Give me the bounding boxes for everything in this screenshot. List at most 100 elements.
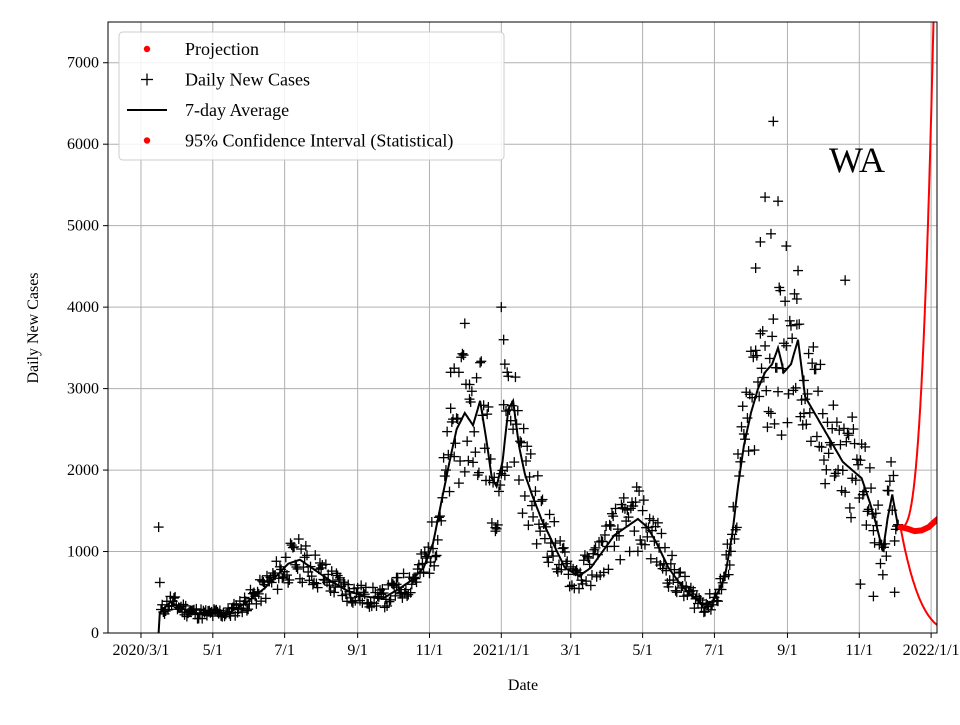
daily-case-marker (751, 263, 761, 273)
daily-case-marker (494, 486, 504, 496)
daily-case-marker (468, 457, 478, 467)
daily-case-marker (737, 422, 747, 432)
daily-case-marker (615, 555, 625, 565)
y-tick-label: 6000 (67, 136, 99, 153)
daily-case-marker (608, 511, 618, 521)
daily-case-marker (820, 479, 830, 489)
daily-case-marker (751, 345, 761, 355)
daily-case-marker (460, 467, 470, 477)
daily-case-marker (261, 593, 271, 603)
daily-case-marker (766, 408, 776, 418)
daily-case-marker (465, 394, 475, 404)
daily-case-marker (287, 540, 297, 550)
daily-case-marker (792, 294, 802, 304)
daily-case-marker (781, 241, 791, 251)
daily-case-marker (744, 446, 754, 456)
legend-dot-marker (144, 46, 150, 52)
projection-dot (943, 509, 949, 515)
x-tick-label: 9/1 (347, 642, 367, 659)
legend-label: Daily New Cases (185, 70, 310, 90)
legend-label: 95% Confidence Interval (Statistical) (185, 131, 453, 152)
daily-case-marker (828, 400, 838, 410)
daily-case-marker (629, 526, 639, 536)
daily-case-marker (543, 557, 553, 567)
daily-case-marker (790, 289, 800, 299)
projection-dot (946, 507, 952, 513)
daily-case-marker (764, 407, 774, 417)
daily-case-marker (251, 599, 261, 609)
x-tick-label: 11/1 (845, 642, 873, 659)
daily-case-marker (639, 495, 649, 505)
x-tick-label: 7/1 (704, 642, 724, 659)
daily-case-marker (154, 522, 164, 532)
projection-dot (955, 499, 960, 505)
daily-case-marker (542, 552, 552, 562)
daily-case-marker (782, 418, 792, 428)
daily-case-marker (812, 432, 822, 442)
daily-case-marker (813, 386, 823, 396)
daily-case-marker (808, 342, 818, 352)
daily-case-marker (609, 541, 619, 551)
projection-dot (952, 502, 958, 508)
daily-case-marker (881, 551, 891, 561)
daily-case-marker (518, 508, 528, 518)
projection-dot (945, 508, 951, 514)
daily-case-marker (827, 424, 837, 434)
daily-case-marker (772, 363, 782, 373)
daily-case-marker (462, 436, 472, 446)
projection-dot (948, 505, 954, 511)
y-tick-label: 4000 (67, 299, 99, 316)
daily-case-marker (848, 424, 858, 434)
daily-case-marker (746, 346, 756, 356)
x-tick-label: 2022/1/1 (903, 642, 960, 659)
y-tick-label: 0 (91, 625, 99, 642)
daily-case-marker (845, 503, 855, 513)
daily-case-marker (760, 192, 770, 202)
daily-case-marker (817, 442, 827, 452)
daily-case-marker (545, 509, 555, 519)
daily-case-marker (294, 534, 304, 544)
daily-case-marker (532, 539, 542, 549)
daily-case-marker (256, 596, 266, 606)
daily-case-marker (870, 538, 880, 548)
y-tick-label: 2000 (67, 462, 99, 479)
daily-case-marker (293, 564, 303, 574)
x-tick-label: 5/1 (203, 642, 223, 659)
daily-case-marker (273, 584, 283, 594)
daily-case-marker (549, 517, 559, 527)
daily-case-marker (638, 506, 648, 516)
daily-case-marker (832, 417, 842, 427)
x-tick-label: 7/1 (274, 642, 294, 659)
daily-case-marker (466, 397, 476, 407)
daily-case-marker (380, 602, 390, 612)
daily-case-marker (884, 486, 894, 496)
ci-lower-line (901, 527, 960, 632)
daily-case-marker (459, 350, 469, 360)
y-tick-label: 1000 (67, 544, 99, 561)
daily-case-marker (767, 331, 777, 341)
daily-case-marker (768, 314, 778, 324)
daily-case-marker (758, 326, 768, 336)
daily-case-marker (787, 333, 797, 343)
daily-case-marker (873, 500, 883, 510)
x-axis-label: Date (508, 677, 538, 694)
projection-dot (935, 516, 941, 522)
daily-case-marker (533, 471, 543, 481)
daily-case-marker (538, 495, 548, 505)
daily-case-marker (846, 513, 856, 523)
daily-case-marker (768, 116, 778, 126)
daily-case-marker (281, 552, 291, 562)
daily-case-marker (656, 528, 666, 538)
daily-case-marker (586, 580, 596, 590)
daily-case-marker (890, 536, 900, 546)
daily-case-marker (348, 598, 358, 608)
x-tick-label: 2020/3/1 (113, 642, 170, 659)
confidence-interval-series (901, 22, 960, 632)
daily-case-marker (760, 341, 770, 351)
daily-case-marker (368, 582, 378, 592)
daily-case-marker (793, 266, 803, 276)
daily-case-marker (520, 491, 530, 501)
daily-case-marker (496, 302, 506, 312)
daily-case-marker (486, 454, 496, 464)
